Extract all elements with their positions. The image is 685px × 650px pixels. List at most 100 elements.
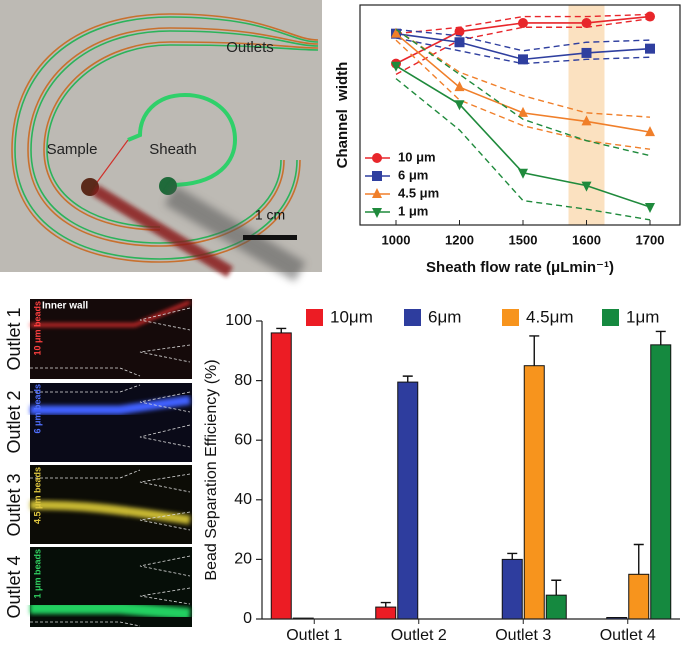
error-bar bbox=[529, 335, 540, 366]
error-bar bbox=[551, 579, 562, 596]
bar bbox=[397, 381, 419, 620]
y-tick-label: 60 bbox=[234, 431, 252, 448]
y-axis-label: Bead Separation Efficiency (%) bbox=[203, 359, 220, 580]
spiral-channels bbox=[11, 13, 319, 263]
x-tick-label: 1700 bbox=[636, 232, 665, 247]
x-tick-label: Outlet 2 bbox=[391, 627, 447, 644]
error-bar bbox=[633, 543, 644, 575]
error-bar bbox=[655, 330, 666, 345]
marker bbox=[518, 54, 528, 65]
y-tick-label: 40 bbox=[234, 491, 252, 508]
legend-label: 1μm bbox=[626, 307, 659, 326]
error-bar bbox=[507, 552, 518, 560]
marker bbox=[581, 115, 592, 126]
bead-label: 4.5 μm beads bbox=[32, 467, 42, 524]
x-tick-label: Outlet 4 bbox=[600, 627, 656, 644]
x-tick-label: Outlet 1 bbox=[286, 627, 342, 644]
bar bbox=[545, 594, 567, 620]
marker bbox=[454, 37, 465, 48]
bar bbox=[523, 365, 545, 620]
plot-frame bbox=[359, 4, 681, 226]
legend-marker bbox=[372, 171, 382, 181]
error-bar bbox=[276, 327, 287, 333]
bead-label: 1 μm beads bbox=[32, 549, 42, 599]
scale-bar bbox=[243, 235, 297, 240]
x-tick-label: 1500 bbox=[509, 232, 538, 247]
y-tick-label: 80 bbox=[234, 372, 252, 389]
bound-line bbox=[395, 13, 651, 35]
marker bbox=[645, 43, 655, 54]
legend-marker bbox=[372, 208, 382, 218]
marker bbox=[454, 26, 465, 37]
legend-label: 6μm bbox=[428, 307, 461, 326]
marker bbox=[454, 100, 465, 111]
marker bbox=[581, 181, 592, 192]
legend-label: 10μm bbox=[330, 307, 373, 326]
photo-label: Outlets bbox=[226, 39, 274, 56]
photo-label: Sample bbox=[47, 141, 98, 158]
marker bbox=[391, 27, 401, 38]
marker bbox=[518, 106, 528, 117]
bead-stream bbox=[30, 300, 191, 327]
bound-line bbox=[395, 28, 651, 157]
marker bbox=[518, 17, 528, 28]
bead-stream bbox=[29, 500, 191, 525]
bar bbox=[270, 332, 292, 620]
marker bbox=[581, 47, 592, 58]
legend-label: 1 μm bbox=[398, 203, 428, 218]
panel-label: Outlet 1 bbox=[4, 307, 24, 370]
panel-image bbox=[30, 383, 192, 462]
y-tick-label: 100 bbox=[225, 312, 252, 329]
marker bbox=[391, 61, 401, 72]
y-tick-label: 0 bbox=[243, 610, 252, 627]
bound-line bbox=[395, 28, 651, 118]
photo-label: Sheath bbox=[149, 141, 197, 158]
legend-label: 6 μm bbox=[398, 167, 428, 182]
marker bbox=[645, 126, 655, 137]
bar bbox=[375, 606, 397, 620]
bound-line bbox=[395, 37, 651, 65]
legend-marker bbox=[372, 153, 382, 163]
highlight-band bbox=[568, 5, 605, 225]
legend-label: 4.5 μm bbox=[398, 185, 439, 200]
bound-line bbox=[395, 18, 651, 75]
error-bar bbox=[402, 375, 413, 383]
sample-tube bbox=[91, 184, 234, 278]
error-bar bbox=[380, 601, 391, 608]
series-line bbox=[395, 33, 651, 133]
bound-line bbox=[395, 28, 651, 52]
panel-label: Outlet 2 bbox=[4, 390, 24, 453]
marker bbox=[454, 81, 465, 92]
panel-label: Outlet 3 bbox=[4, 473, 24, 536]
bead-stream bbox=[30, 602, 191, 620]
panel-label: Outlet 4 bbox=[4, 555, 24, 618]
marker bbox=[518, 168, 528, 179]
legend-swatch bbox=[502, 309, 519, 326]
x-tick-label: 1000 bbox=[382, 232, 411, 247]
marker bbox=[645, 203, 655, 214]
legend-swatch bbox=[306, 309, 323, 326]
y-axis-label: Channel width bbox=[334, 62, 351, 169]
sheath-tube bbox=[164, 185, 306, 282]
bead-label: 6 μm beads bbox=[32, 384, 42, 434]
legend-swatch bbox=[404, 309, 421, 326]
marker bbox=[581, 17, 592, 28]
x-axis-label: Sheath flow rate (μLmin⁻¹) bbox=[426, 259, 614, 276]
bar bbox=[501, 558, 523, 620]
x-tick-label: 1600 bbox=[572, 232, 601, 247]
bound-line bbox=[395, 78, 651, 221]
x-tick-label: Outlet 3 bbox=[495, 627, 551, 644]
bead-stream bbox=[30, 395, 191, 415]
channel-outlines bbox=[30, 307, 191, 627]
sheath-inlet bbox=[159, 177, 177, 195]
fluorescence-panels bbox=[29, 299, 192, 627]
y-tick-label: 20 bbox=[234, 551, 252, 568]
bead-label: 10 μm beads bbox=[32, 301, 42, 356]
legend-label: 4.5μm bbox=[526, 307, 574, 326]
marker bbox=[645, 11, 655, 22]
bar bbox=[628, 573, 650, 620]
bar bbox=[650, 344, 672, 620]
device-photo: 1 cm Outlets Sample Sheath bbox=[0, 0, 322, 282]
